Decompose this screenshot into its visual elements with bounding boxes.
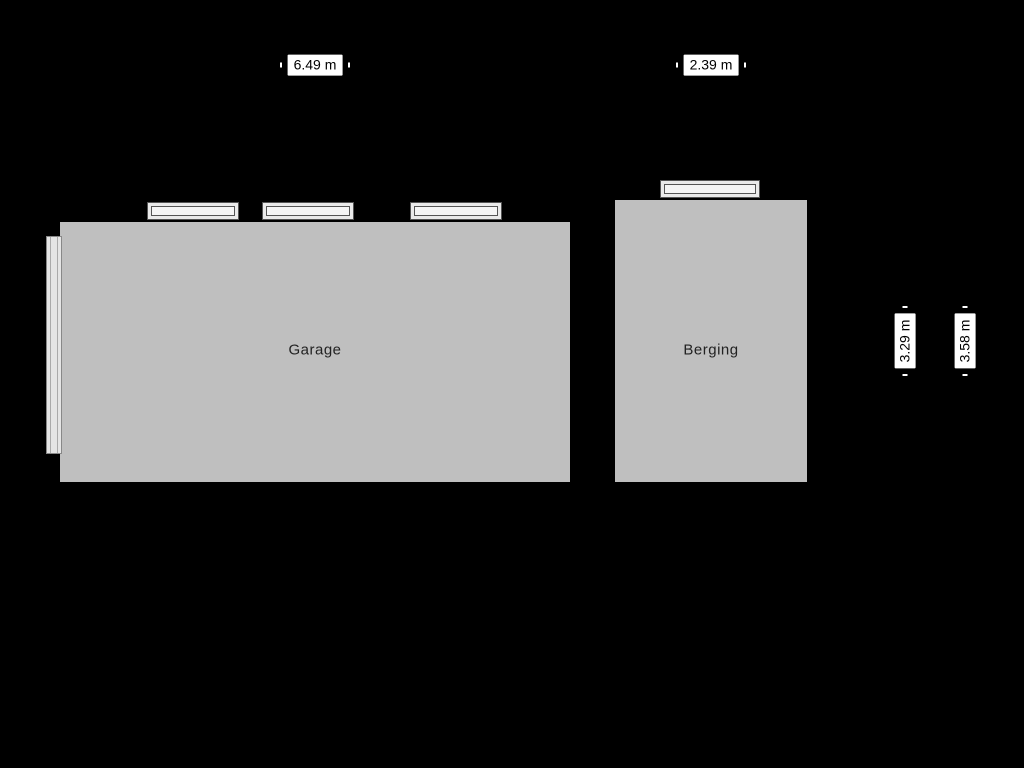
dim-tick-icon (963, 306, 968, 308)
dim-garage-width: 6.49 m (288, 55, 343, 76)
dim-tick-icon (280, 63, 282, 68)
window-icon (147, 202, 239, 220)
room-berging-label: Berging (683, 342, 738, 359)
dim-tick-icon (744, 63, 746, 68)
dim-tick-icon (903, 374, 908, 376)
dim-tick-icon (963, 374, 968, 376)
dim-tick-icon (676, 63, 678, 68)
window-icon (410, 202, 502, 220)
window-icon (660, 180, 760, 198)
dim-tick-icon (903, 306, 908, 308)
dim-tick-icon (348, 63, 350, 68)
dim-berging-height-outer: 3.58 m (955, 314, 976, 369)
room-garage-label: Garage (288, 342, 341, 359)
garage-side-door-icon (46, 236, 62, 454)
dim-berging-height-inner: 3.29 m (895, 314, 916, 369)
window-icon (262, 202, 354, 220)
dim-berging-width: 2.39 m (684, 55, 739, 76)
